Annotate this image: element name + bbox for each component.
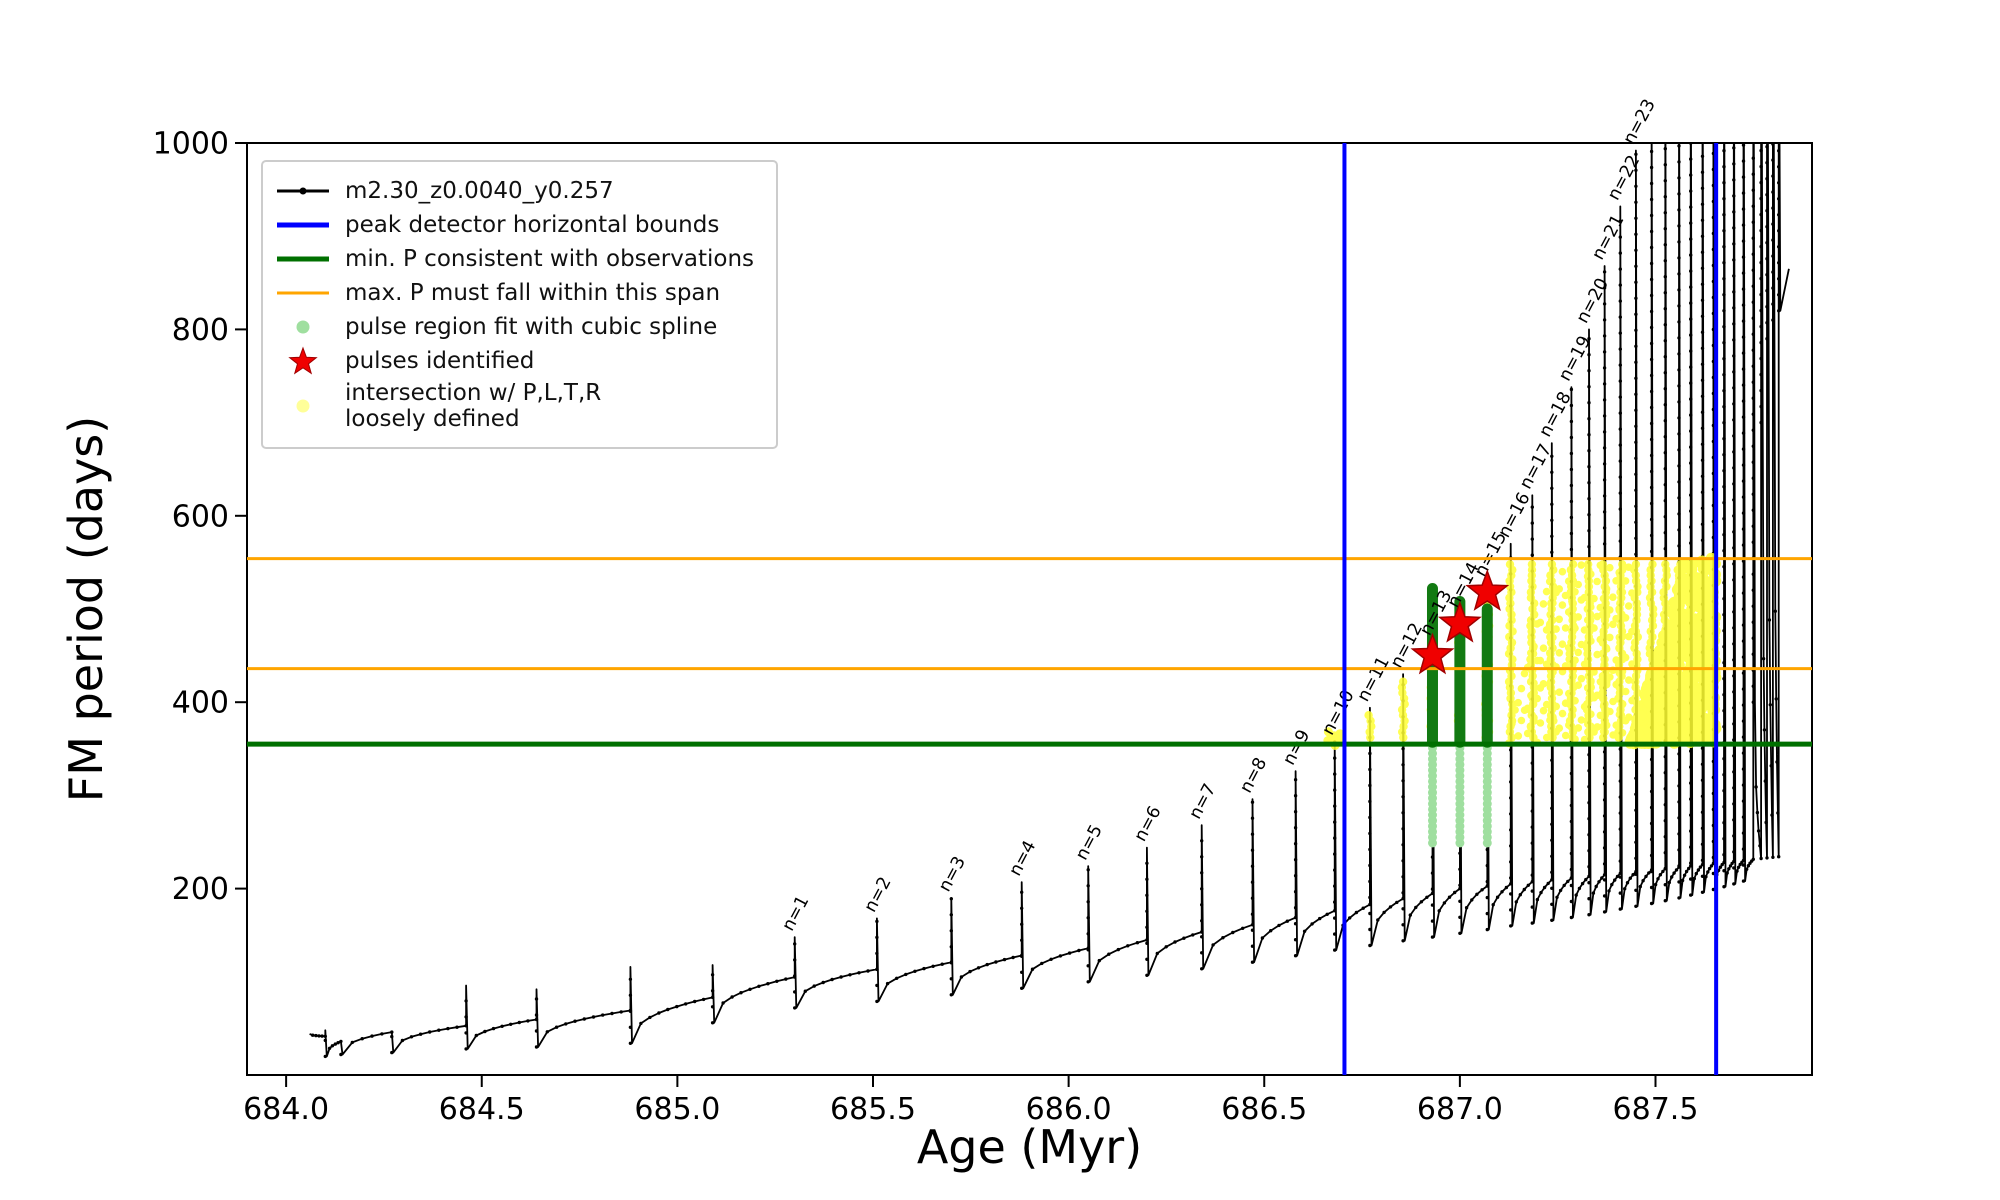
legend-item-label: m2.30_z0.0040_y0.257 — [345, 177, 614, 204]
y-tick-label: 400 — [172, 686, 229, 721]
legend-item-label: pulse region fit with cubic spline — [345, 313, 718, 340]
intersection-dots — [1323, 552, 1722, 750]
pulse-label: n=6 — [1131, 803, 1166, 845]
plot-frame — [246, 142, 1813, 1076]
pulse-label: n=22 — [1604, 152, 1644, 204]
pulse-label: n=7 — [1185, 781, 1220, 823]
x-tick-label: 687.5 — [1613, 1092, 1699, 1127]
x-tick-label: 686.0 — [1026, 1092, 1112, 1127]
legend-item-label: min. P consistent with observations — [345, 245, 755, 272]
pulse-label: n=1 — [778, 892, 813, 934]
pulse-label: n=2 — [861, 874, 896, 916]
x-tick-label: 685.5 — [830, 1092, 916, 1127]
x-tick-label: 684.5 — [439, 1092, 525, 1127]
pulse-label: n=18 — [1536, 389, 1576, 441]
evolution-track-series — [309, 143, 1790, 1059]
pulse-star — [1465, 569, 1510, 611]
pulse-star — [1437, 600, 1482, 643]
legend-item: min. P consistent with observations — [275, 244, 754, 274]
pulse-label: n=17 — [1516, 441, 1556, 493]
axes: 684.0 684.5 685.0 685.5 686.0 686.5 687.0 687.5… — [153, 127, 1813, 1127]
legend-item-label: pulses identified — [345, 347, 535, 374]
x-tick-label: 686.5 — [1221, 1092, 1307, 1127]
track-line — [309, 143, 1790, 1058]
legend-item: peak detector horizontal bounds — [275, 210, 754, 240]
line-swatch-icon — [275, 176, 331, 206]
y-tick-label: 600 — [172, 499, 229, 534]
y-tick-label: 800 — [172, 313, 229, 348]
x-axis-title: Age (Myr) — [916, 1120, 1143, 1174]
legend-item: max. P must fall within this span — [275, 278, 754, 308]
dot-icon — [275, 312, 331, 342]
pulse-number-labels: n=1 n=2 n=3 n=4 n=5 n=6n=7n=8n=9n=10n=11n=12n… — [778, 96, 1659, 934]
pulse-star — [1410, 632, 1455, 675]
pulse-label: n=9 — [1279, 727, 1314, 769]
star-icon — [275, 346, 331, 376]
pulse-label: n=5 — [1072, 822, 1107, 864]
legend-item-label: max. P must fall within this span — [345, 279, 721, 306]
x-tick-label: 684.0 — [243, 1092, 329, 1127]
pulse-label: n=20 — [1573, 275, 1613, 327]
spline-fit-dots — [1428, 743, 1492, 848]
legend-item: m2.30_z0.0040_y0.257 — [275, 176, 754, 206]
pulse-label: n=23 — [1620, 96, 1660, 148]
y-tick-label: 1000 — [153, 127, 229, 162]
pulse-label: n=8 — [1236, 754, 1271, 796]
pulse-label: n=10 — [1318, 687, 1358, 739]
legend-item: pulses identified — [275, 346, 754, 376]
legend-item: pulse region fit with cubic spline — [275, 312, 754, 342]
plot-area — [309, 143, 1790, 1059]
dot-icon — [275, 391, 331, 421]
x-tick-label: 687.0 — [1417, 1092, 1503, 1127]
pulse-label: n=4 — [1005, 837, 1040, 879]
line-swatch-icon — [275, 210, 331, 240]
y-axis-title: FM period (days) — [59, 415, 113, 803]
pulse-label: n=21 — [1588, 212, 1628, 264]
line-swatch-icon — [275, 244, 331, 274]
legend-item-label: peak detector horizontal bounds — [345, 211, 720, 238]
pulse-label: n=3 — [935, 853, 970, 895]
legend-item: intersection w/ P,L,T,R loosely defined — [275, 380, 754, 433]
legend-item-label: intersection w/ P,L,T,R loosely defined — [345, 380, 602, 433]
line-swatch-icon — [275, 278, 331, 308]
pulse-label: n=16 — [1494, 489, 1534, 541]
identified-pulse-stars — [1410, 569, 1510, 675]
bound-lines — [247, 143, 1812, 1075]
x-tick-label: 685.0 — [634, 1092, 720, 1127]
y-tick-label: 200 — [172, 872, 229, 907]
